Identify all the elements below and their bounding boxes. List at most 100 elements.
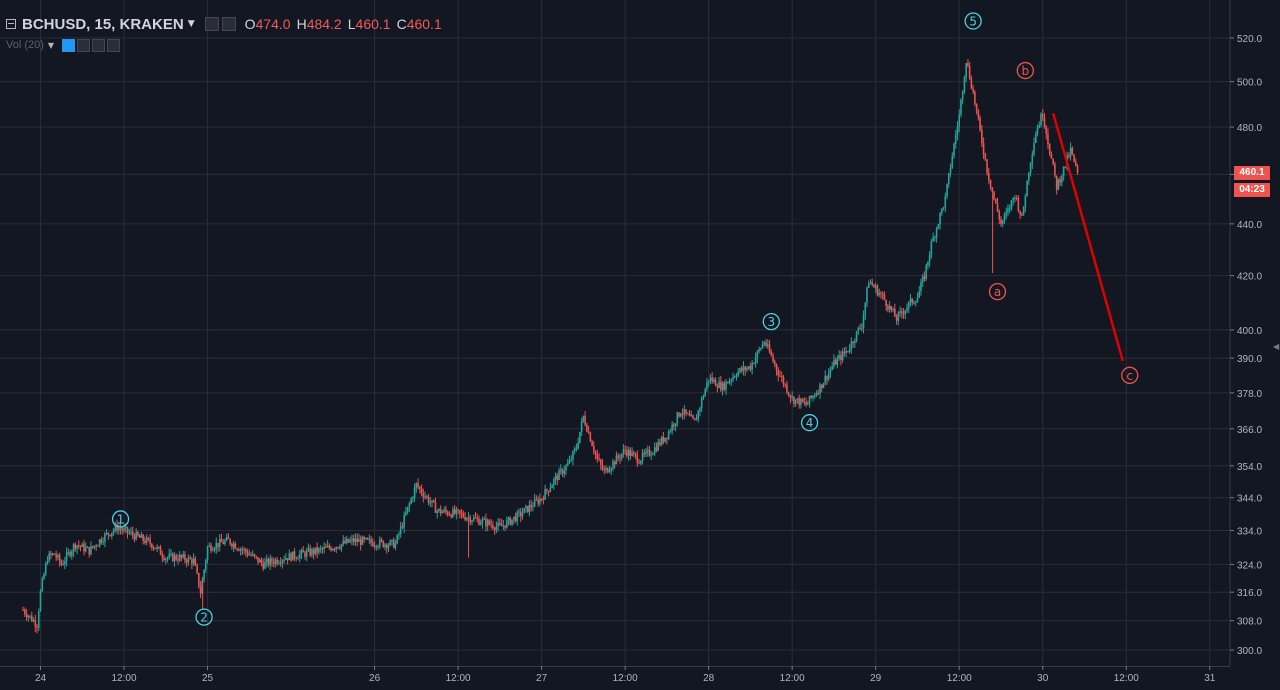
candle-body <box>1007 208 1009 213</box>
candle-body <box>232 543 235 547</box>
candle-body <box>986 159 988 173</box>
candle-body <box>725 381 727 390</box>
eye-icon[interactable] <box>204 17 219 31</box>
candle-body <box>749 366 752 370</box>
candle-body <box>603 469 606 471</box>
close-icon[interactable] <box>107 38 121 52</box>
candle-body <box>874 286 877 288</box>
candle-body <box>319 548 322 550</box>
candle-body <box>857 328 860 332</box>
candle-body <box>551 485 553 488</box>
price-tick-label: 520.0 <box>1237 34 1262 45</box>
candle-body <box>1040 114 1042 126</box>
candle-body <box>646 449 649 452</box>
candle-body <box>104 533 106 542</box>
chevron-down-icon[interactable]: ▼ <box>187 19 195 29</box>
candle-body <box>490 524 492 526</box>
scroll-handle-icon[interactable]: ◀ <box>1273 342 1280 351</box>
candle-body <box>86 546 89 548</box>
candle-body <box>968 65 971 79</box>
candle-body <box>39 590 42 611</box>
candle-body <box>62 564 64 566</box>
candle-body <box>168 554 171 558</box>
candle-body <box>697 410 700 420</box>
open-label: O <box>244 16 256 32</box>
candle-body <box>887 306 889 310</box>
candle-body <box>248 554 251 556</box>
candle-body <box>547 490 550 492</box>
candle-body <box>455 509 458 514</box>
wave-circle <box>762 312 780 331</box>
candle-body <box>253 554 256 556</box>
candle-body <box>479 523 482 525</box>
candle-body <box>154 547 157 549</box>
candle-body <box>403 515 405 528</box>
candle-body <box>934 237 936 239</box>
candle-body <box>151 543 153 548</box>
candle-body <box>728 380 731 384</box>
settings-icon[interactable] <box>77 38 91 52</box>
candle-body <box>721 383 724 391</box>
time-tick-label: 27 <box>536 673 548 684</box>
price-tick-label: 500.0 <box>1237 78 1262 89</box>
candle-body <box>598 458 600 460</box>
candle-body <box>152 547 155 549</box>
candle-body <box>446 511 449 515</box>
candle-body <box>982 142 985 155</box>
wave-circle <box>111 510 130 528</box>
candle-body <box>251 554 254 556</box>
candle-body <box>408 503 411 507</box>
wave-label-c: c <box>1121 366 1139 384</box>
candle-body <box>733 376 736 378</box>
candle-body <box>443 509 445 512</box>
candle-body <box>298 553 301 559</box>
candle-body <box>620 453 623 459</box>
candle-body <box>1010 200 1013 209</box>
collapse-icon[interactable] <box>6 19 16 29</box>
candle-body <box>918 291 920 299</box>
settings-icon[interactable] <box>221 17 236 31</box>
candle-body <box>234 543 237 549</box>
symbol-title[interactable]: BCHUSD, 15, KRAKEN <box>22 15 184 33</box>
price-axis-bg <box>1230 0 1280 690</box>
candle-body <box>481 519 484 524</box>
candle-body <box>31 615 33 622</box>
candle-body <box>318 548 320 553</box>
add-icon[interactable] <box>92 38 106 52</box>
candle-body <box>977 110 980 118</box>
candle-body <box>43 574 45 580</box>
candle-body <box>304 552 306 557</box>
candle-body <box>925 265 927 279</box>
candle-body <box>901 311 903 314</box>
candle-body <box>184 554 186 561</box>
candle-body <box>678 412 680 417</box>
candle-body <box>340 544 343 549</box>
candle-body <box>121 529 124 531</box>
volume-label[interactable]: Vol (20) <box>6 39 44 51</box>
candle-body <box>805 402 807 405</box>
candle-body <box>559 469 562 471</box>
candle-body <box>1008 208 1011 210</box>
time-tick-label: 12:00 <box>947 673 972 684</box>
chevron-down-icon[interactable]: ▼ <box>47 40 55 50</box>
candle-body <box>394 543 397 548</box>
candle-body <box>866 287 868 303</box>
candle-body <box>890 305 893 311</box>
candle-body <box>224 540 226 544</box>
candle-body <box>965 62 967 78</box>
candle-body <box>946 184 948 197</box>
eye-icon[interactable] <box>62 38 76 52</box>
candle-body <box>704 389 706 397</box>
candle-body <box>79 546 82 548</box>
candle-body <box>565 465 567 471</box>
candle-body <box>707 380 710 383</box>
candle-body <box>438 508 440 512</box>
candle-body <box>723 383 726 390</box>
candle-body <box>199 586 202 594</box>
candle-body <box>909 298 912 302</box>
candle-body <box>923 276 926 279</box>
candle-body <box>107 532 110 535</box>
candle-body <box>791 396 793 398</box>
candle-body <box>709 377 712 381</box>
